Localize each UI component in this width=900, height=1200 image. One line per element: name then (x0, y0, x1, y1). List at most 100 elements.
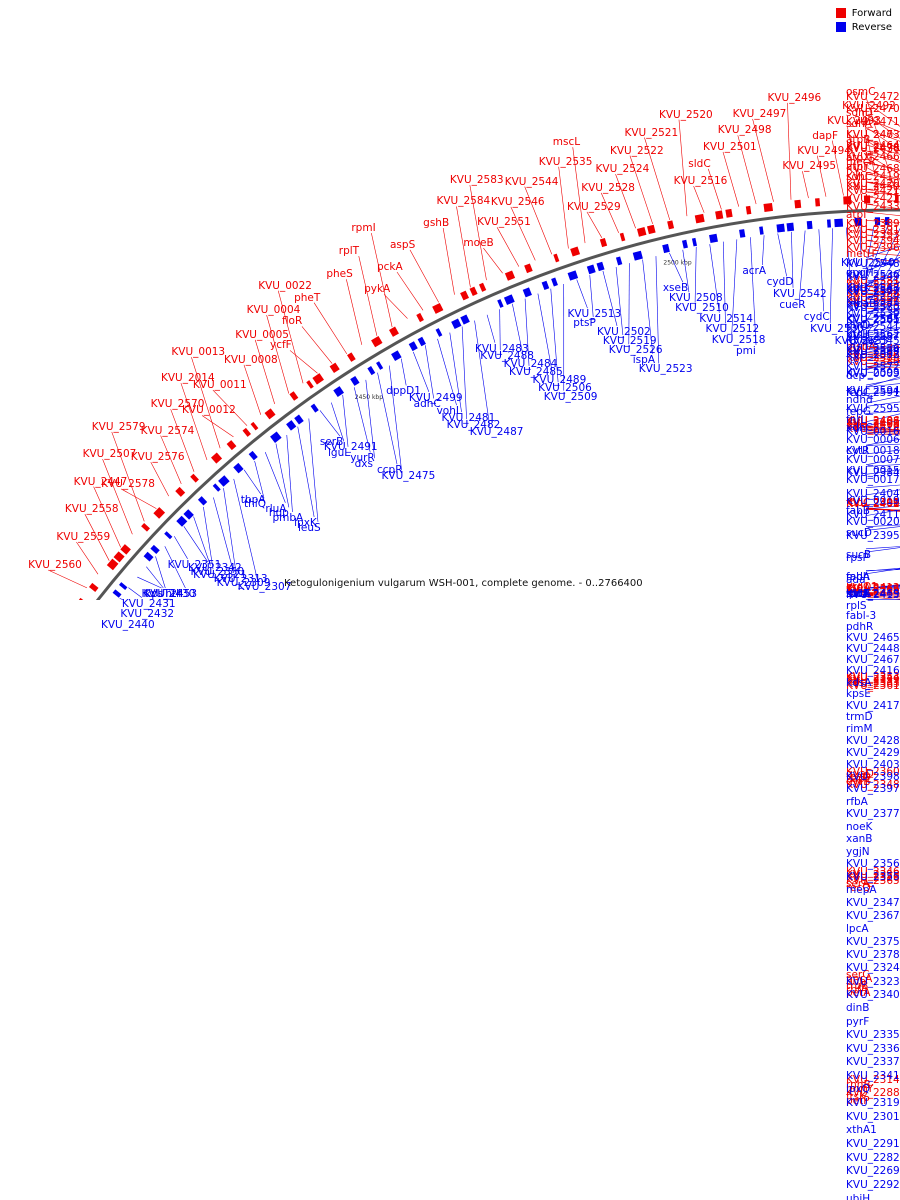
forward-gene-label[interactable]: KVU_2501 (703, 141, 757, 153)
forward-gene-label[interactable]: KVU_2574 (141, 425, 195, 437)
forward-gene-label[interactable]: ycfF (270, 339, 292, 351)
forward-gene-label[interactable]: KVU_2583 (450, 174, 504, 186)
reverse-gene-label[interactable]: KVU_2397 (846, 783, 900, 795)
reverse-gene-label[interactable]: KVU_2282 (846, 1152, 900, 1164)
forward-gene-label[interactable]: KVU_2529 (567, 201, 621, 213)
reverse-gene-label[interactable]: KVU_2341 (846, 1070, 900, 1082)
reverse-gene-label[interactable]: kpsE (846, 688, 871, 700)
forward-gene-label[interactable]: floR (282, 315, 302, 327)
forward-gene-label[interactable]: KVU_2524 (596, 163, 650, 175)
reverse-gene-label[interactable]: pyrF (846, 1016, 869, 1028)
forward-gene-label[interactable]: rplT (339, 245, 359, 257)
reverse-gene-label[interactable]: fnrL (846, 414, 867, 426)
forward-gene-label[interactable]: KVU_2472 (846, 91, 900, 103)
forward-gene-label[interactable]: KVU_2560 (28, 559, 82, 571)
forward-gene-label[interactable]: KVU_2535 (539, 156, 593, 168)
forward-gene-label[interactable]: rpmI (351, 222, 375, 234)
reverse-gene-label[interactable]: ndhd (846, 394, 873, 406)
reverse-gene-label[interactable]: lpcA (846, 923, 869, 935)
forward-gene-label[interactable]: KVU_0008 (224, 354, 278, 366)
reverse-gene-label[interactable]: KVU_2398 (846, 771, 900, 783)
reverse-gene-label[interactable]: lpxQ (846, 1083, 870, 1095)
reverse-gene-label[interactable]: KVU_2428 (846, 735, 900, 747)
reverse-gene-label[interactable]: ptsP (573, 317, 596, 329)
reverse-gene-label[interactable]: lguL (328, 447, 350, 459)
reverse-gene-label[interactable]: cydC (804, 311, 830, 323)
reverse-gene-label[interactable]: xanB (846, 833, 873, 845)
forward-gene-label[interactable]: KVU_2389 (846, 218, 900, 230)
reverse-gene-label[interactable]: cueR (779, 299, 805, 311)
forward-gene-label[interactable]: KVU_2521 (624, 127, 678, 139)
forward-gene-label[interactable]: pheS (326, 268, 352, 280)
reverse-gene-label[interactable]: KVU_2523 (639, 363, 693, 375)
forward-gene-label[interactable]: gshB (423, 217, 449, 229)
reverse-gene-label[interactable]: KVU_2335 (846, 1029, 900, 1041)
forward-gene-label[interactable]: KVU_2546 (491, 196, 545, 208)
reverse-gene-label[interactable]: KVU_2292 (846, 1179, 900, 1191)
reverse-gene-label[interactable]: KVU_2509 (544, 391, 598, 403)
reverse-gene-label[interactable]: KVU_2324 (846, 962, 900, 974)
forward-gene-label[interactable]: KVU_2558 (65, 503, 119, 515)
reverse-gene-label[interactable]: KVU_2384 (846, 467, 900, 479)
reverse-gene-label[interactable]: KVU_2417 (846, 700, 900, 712)
reverse-gene-label[interactable]: sucD (846, 527, 872, 539)
reverse-gene-label[interactable]: KVU_2347 (846, 897, 900, 909)
reverse-gene-label[interactable]: dxs (355, 458, 373, 470)
reverse-gene-label[interactable]: KVU_2375 (846, 936, 900, 948)
forward-gene-label[interactable]: KVU_0011 (193, 379, 247, 391)
reverse-gene-label[interactable]: fabB (846, 505, 870, 517)
reverse-gene-label[interactable]: KVU_2367 (846, 910, 900, 922)
reverse-gene-label[interactable]: KVU_2440 (101, 619, 155, 631)
reverse-gene-label[interactable]: KVU_2319 (846, 1097, 900, 1109)
reverse-gene-label[interactable]: KVU_2003 (846, 349, 900, 361)
reverse-gene-label[interactable]: leuS (298, 522, 321, 534)
forward-gene-label[interactable]: dapF (812, 130, 838, 142)
reverse-gene-label[interactable]: KVU_2356 (846, 858, 900, 870)
reverse-gene-label[interactable]: mepA (846, 884, 877, 896)
reverse-gene-label[interactable]: KVU_2378 (846, 949, 900, 961)
forward-gene-label[interactable]: KVU_2516 (674, 175, 728, 187)
reverse-gene-label[interactable]: KVU_0009 (846, 368, 900, 380)
reverse-gene-label[interactable]: KVU_2403 (846, 759, 900, 771)
reverse-gene-label[interactable]: kdsA (846, 677, 871, 689)
reverse-gene-label[interactable]: KVU_2585 (846, 314, 900, 326)
forward-gene-label[interactable]: KVU_2528 (581, 182, 635, 194)
forward-gene-label[interactable]: KVU_2520 (659, 109, 713, 121)
forward-gene-label[interactable]: KVU_0022 (258, 280, 312, 292)
forward-gene-label[interactable]: sdhD (846, 107, 873, 119)
reverse-gene-label[interactable]: thiQ (244, 498, 266, 510)
forward-gene-label[interactable]: KVU_0004 (247, 304, 301, 316)
forward-gene-label[interactable]: sdhA (846, 118, 872, 130)
reverse-gene-label[interactable]: KVU_2416 (846, 665, 900, 677)
reverse-gene-label[interactable]: KVU_2301 (846, 1111, 900, 1123)
reverse-gene-label[interactable]: KVU_2429 (846, 747, 900, 759)
reverse-gene-label[interactable]: dinB (846, 1002, 869, 1014)
reverse-gene-label[interactable]: KVU_2432 (120, 608, 174, 620)
reverse-gene-label[interactable]: sucB (846, 549, 871, 561)
reverse-gene-label[interactable]: cytR (846, 445, 869, 457)
forward-gene-label[interactable]: aspS (390, 239, 415, 251)
forward-gene-label[interactable]: KVU_2498 (718, 124, 772, 136)
reverse-gene-label[interactable]: rfbA (846, 796, 868, 808)
reverse-gene-label[interactable]: ygjN (846, 846, 870, 858)
reverse-gene-label[interactable]: rimM (846, 723, 873, 735)
reverse-gene-label[interactable]: pmi (736, 345, 756, 357)
reverse-gene-label[interactable]: opgH (846, 267, 874, 279)
reverse-gene-label[interactable]: KVU_2404 (846, 488, 900, 500)
forward-gene-label[interactable]: KVU_2494 (797, 145, 851, 157)
forward-gene-label[interactable]: KVU_0013 (171, 346, 225, 358)
forward-gene-label[interactable]: KVU_2497 (733, 108, 787, 120)
forward-gene-label[interactable]: pheT (294, 292, 320, 304)
forward-gene-label[interactable]: KVU_2579 (92, 421, 146, 433)
reverse-gene-label[interactable]: KVU_2291 (846, 1138, 900, 1150)
reverse-gene-label[interactable]: KVU_2340 (846, 989, 900, 1001)
forward-gene-label[interactable]: sldC (688, 158, 710, 170)
reverse-gene-label[interactable]: cydD (767, 276, 794, 288)
reverse-gene-label[interactable]: KVU_2377 (846, 808, 900, 820)
reverse-gene-label[interactable]: KVU_2587 (846, 331, 900, 343)
reverse-gene-label[interactable]: KVU_2487 (470, 426, 524, 438)
reverse-gene-label[interactable]: trmD (846, 711, 873, 723)
reverse-gene-label[interactable]: KVU_0006 (846, 434, 900, 446)
forward-gene-label[interactable]: KVU_2522 (610, 145, 664, 157)
forward-gene-label[interactable]: KVU_2551 (477, 216, 531, 228)
